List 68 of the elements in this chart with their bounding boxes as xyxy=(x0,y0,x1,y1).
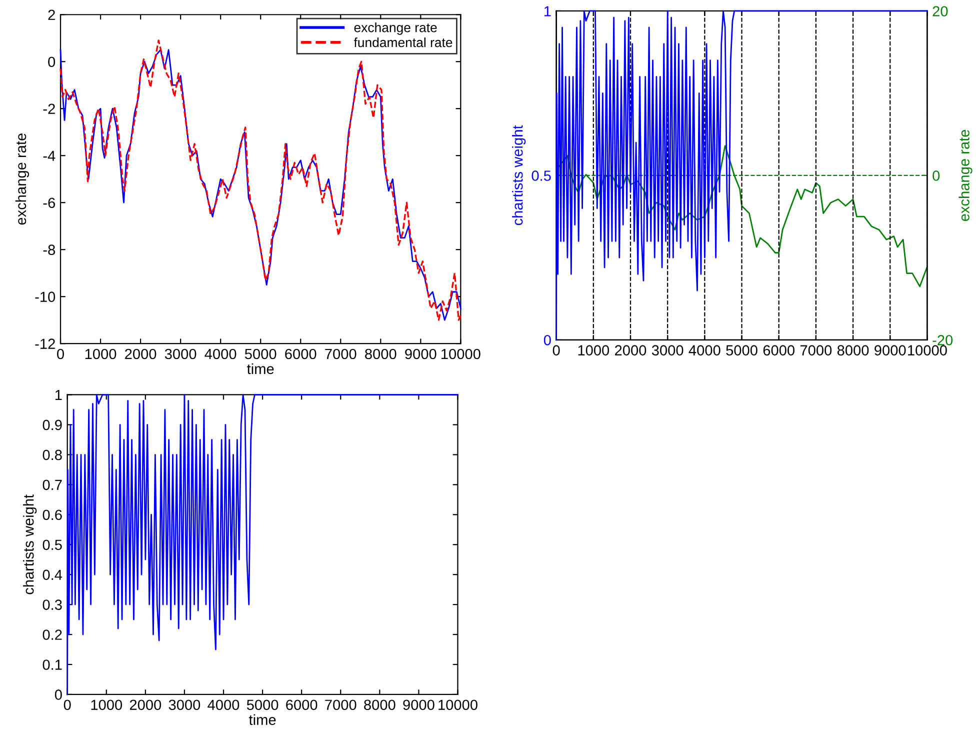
x-tick-label: 6000 xyxy=(286,700,318,710)
y-tick-label: -6 xyxy=(43,198,56,208)
x-tick-label: 9000 xyxy=(874,345,906,356)
y-tick-label: 0.9 xyxy=(42,420,62,430)
y-tick-label: 0.5 xyxy=(42,540,62,550)
x-tick-label: 2000 xyxy=(615,345,646,356)
x-tick-label: 3000 xyxy=(168,700,200,710)
x-tick-label: 7000 xyxy=(800,345,832,356)
y-tick-label: 2 xyxy=(48,10,55,20)
x-tick-label: 1000 xyxy=(91,700,122,710)
y-tick-label: 0.8 xyxy=(42,450,62,460)
x-tick-label: 3000 xyxy=(164,348,196,360)
y-tick-label: 1 xyxy=(544,6,551,16)
x-tick-label: 1000 xyxy=(85,348,116,360)
x-tick-label: 5000 xyxy=(246,700,278,710)
x-tick-label: 9000 xyxy=(403,700,434,710)
x-tick-label: 0 xyxy=(64,700,71,710)
y-tick-label: -4 xyxy=(43,150,56,161)
line-series xyxy=(556,10,928,341)
x-tick-label: 6000 xyxy=(763,345,794,356)
x-tick-label: 1000 xyxy=(578,345,610,356)
x-axis-title: time xyxy=(248,714,276,726)
line-series xyxy=(66,394,458,696)
y-tick-label: 1 xyxy=(55,390,62,400)
x-tick-label: 8000 xyxy=(837,345,869,356)
x-tick-label: 4000 xyxy=(204,348,236,360)
y-tick-label: 0.5 xyxy=(532,170,551,181)
y-tick-label: 0.4 xyxy=(42,570,62,580)
y-tick-label: -8 xyxy=(43,244,56,256)
x-tick-label: 8000 xyxy=(364,700,396,710)
y-tick-label: 0.3 xyxy=(42,600,62,610)
y2-tick-label: 0 xyxy=(932,170,940,181)
line-series xyxy=(556,145,928,288)
x-tick-label: 2000 xyxy=(130,700,162,710)
legend-label: exchange rate xyxy=(354,22,437,35)
x-tick-label: 0 xyxy=(552,345,560,356)
y2-tick-label: 20 xyxy=(932,6,948,16)
x-tick-label: 4000 xyxy=(688,345,720,356)
y-tick-label: 0 xyxy=(54,690,62,700)
y-axis-title: chartists weight xyxy=(512,125,526,226)
y-tick-label: 0 xyxy=(48,56,56,68)
y-tick-label: 0.2 xyxy=(42,630,62,640)
x-tick-label: 5000 xyxy=(244,348,276,360)
y-tick-label: -10 xyxy=(35,292,56,302)
x-tick-label: 9000 xyxy=(405,348,436,360)
y-tick-label: 0.7 xyxy=(42,480,62,490)
x-tick-label: 8000 xyxy=(365,348,396,360)
x-tick-label: 7000 xyxy=(325,700,356,710)
y-tick-label: 0 xyxy=(544,335,551,346)
x-tick-label: 5000 xyxy=(726,345,758,356)
y-axis-title: exchange rate xyxy=(15,134,30,225)
y-tick-label: -12 xyxy=(35,338,55,349)
x-tick-label: 3000 xyxy=(652,345,684,356)
x-tick-label: 2000 xyxy=(125,348,156,360)
y2-tick-label: -20 xyxy=(932,335,953,346)
y-tick-label: 0.1 xyxy=(42,660,62,670)
x-tick-label: 10000 xyxy=(438,700,478,710)
x-tick-label: 10000 xyxy=(908,345,947,356)
x-axis-title: time xyxy=(247,363,274,374)
y2-axis-title: exchange rate xyxy=(958,130,972,222)
legend-label: fundamental rate xyxy=(354,37,452,48)
x-tick-label: 6000 xyxy=(285,348,316,360)
y-tick-label: -2 xyxy=(43,104,55,114)
x-tick-label: 10000 xyxy=(442,348,480,360)
y-tick-label: 0.6 xyxy=(42,510,62,520)
y-axis-title: chartists weight xyxy=(23,494,37,594)
x-tick-label: 7000 xyxy=(325,348,356,360)
x-tick-label: 4000 xyxy=(208,700,240,710)
